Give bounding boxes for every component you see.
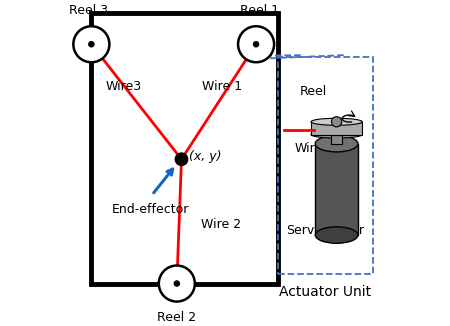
Text: Wire 1: Wire 1 <box>202 80 242 93</box>
Polygon shape <box>315 144 358 235</box>
Ellipse shape <box>315 227 358 243</box>
Polygon shape <box>331 135 342 144</box>
Ellipse shape <box>311 131 362 138</box>
Text: (x, y): (x, y) <box>189 150 222 163</box>
Text: Reel 3: Reel 3 <box>69 4 108 17</box>
Text: Wire 2: Wire 2 <box>201 218 241 231</box>
Circle shape <box>159 265 195 302</box>
Text: Reel 2: Reel 2 <box>157 311 196 324</box>
Circle shape <box>238 26 274 62</box>
Circle shape <box>89 41 94 47</box>
Circle shape <box>332 117 342 127</box>
Text: End-effector: End-effector <box>112 203 189 216</box>
Circle shape <box>253 41 259 47</box>
Ellipse shape <box>311 118 362 125</box>
Circle shape <box>176 153 188 166</box>
Text: Reel: Reel <box>300 85 328 98</box>
Text: Wire: Wire <box>295 141 323 155</box>
Text: Wire3: Wire3 <box>106 80 142 93</box>
Text: Servo-motor: Servo-motor <box>286 224 364 237</box>
Polygon shape <box>311 122 362 135</box>
Ellipse shape <box>315 136 358 152</box>
Text: Reel 1: Reel 1 <box>239 4 279 17</box>
Circle shape <box>174 281 180 286</box>
Circle shape <box>73 26 109 62</box>
Text: Actuator Unit: Actuator Unit <box>279 285 371 299</box>
